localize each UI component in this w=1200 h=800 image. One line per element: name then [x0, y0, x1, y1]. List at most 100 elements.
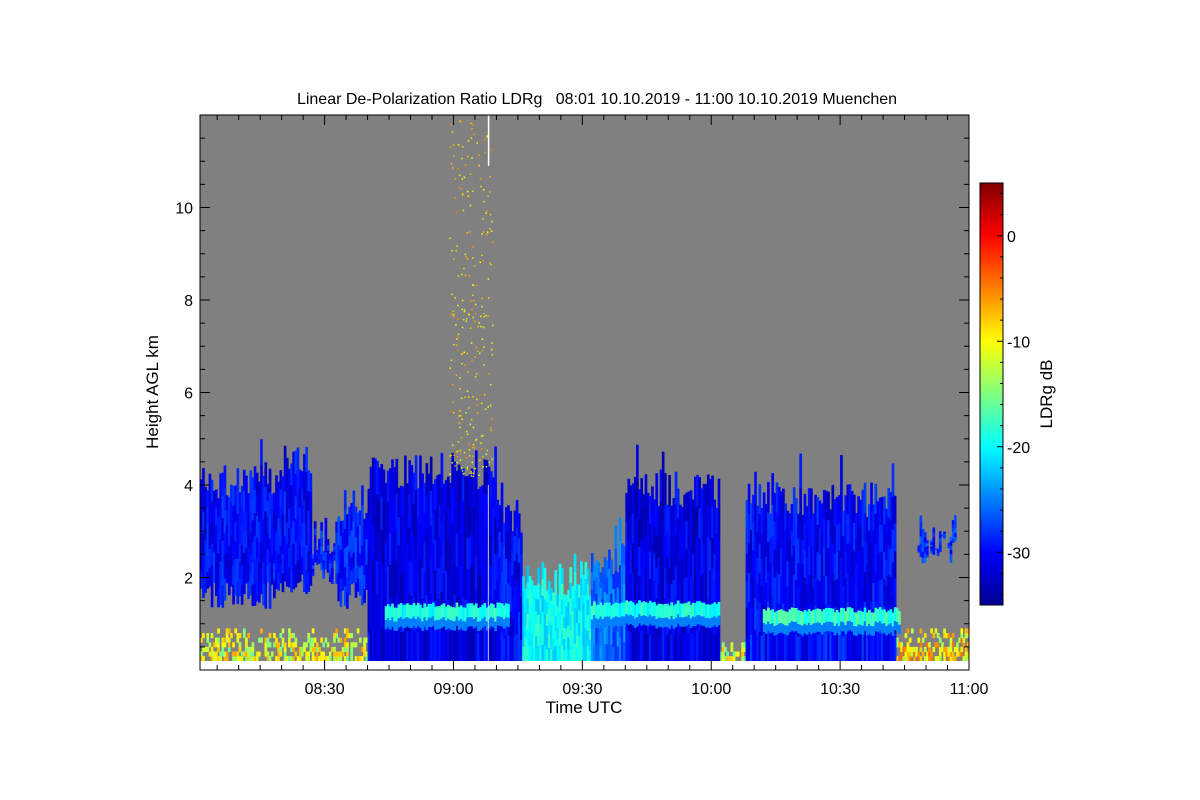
cloud-cell [313, 548, 317, 556]
cloud-cell [618, 540, 622, 566]
cloud-cell [543, 598, 547, 615]
clutter-cell [904, 651, 908, 657]
melting-layer-cell [442, 617, 446, 627]
cloud-cell [850, 547, 854, 577]
cloud-cell [288, 468, 291, 489]
cloud-cell [477, 546, 480, 576]
cloud-cell [837, 522, 841, 551]
cloud-cell [275, 569, 278, 590]
cloud-cell [217, 534, 220, 554]
cloud-cell [212, 551, 216, 568]
melting-layer-cell [505, 617, 508, 627]
melting-layer-cell [810, 625, 813, 635]
cloud-cell [350, 543, 354, 558]
ice-particle [472, 472, 474, 474]
melting-layer-cell [797, 610, 800, 625]
cloud-cell [238, 526, 242, 545]
cloud-cell [558, 644, 562, 662]
cloud-cell [756, 583, 759, 610]
clutter-cell [315, 642, 319, 648]
clutter-cell [238, 656, 242, 662]
cloud-cell [625, 576, 628, 606]
cloud-cell [539, 598, 543, 612]
melting-layer-cell [401, 605, 405, 620]
cloud-cell [756, 505, 759, 533]
cloud-cell [436, 506, 439, 538]
melting-layer-cell [676, 614, 680, 624]
ice-particle [464, 396, 466, 398]
ice-particle [457, 275, 460, 277]
cloud-cell [386, 629, 390, 662]
melting-layer-cell [868, 623, 871, 634]
cloud-cell [932, 545, 936, 551]
clutter-cell [956, 642, 959, 648]
cloud-cell [762, 492, 766, 521]
cloud-cell [227, 578, 231, 596]
cloud-cell [543, 614, 547, 631]
cloud-cell [608, 623, 611, 643]
cloud-cell [837, 577, 841, 607]
cloud-cell [631, 572, 635, 603]
cloud-cell [840, 626, 843, 662]
cloud-cell [537, 645, 540, 662]
cloud-cell [541, 578, 545, 596]
cloud-cell [328, 576, 332, 583]
cloud-cell [494, 625, 497, 662]
cloud-cell [752, 577, 755, 606]
clutter-cell [251, 642, 255, 648]
cloud-cell [672, 579, 676, 607]
cloud-cell [700, 517, 704, 547]
melting-layer-cell [876, 608, 880, 623]
cloud-cell [681, 532, 684, 559]
cloud-cell [485, 460, 489, 495]
melting-layer-cell [685, 616, 689, 626]
clutter-cell [281, 637, 285, 643]
ice-particle [486, 449, 489, 452]
cloud-cell [386, 565, 390, 598]
cloud-cell [640, 538, 643, 570]
clutter-cell [947, 651, 951, 657]
cloud-cell [586, 584, 590, 600]
ice-particle [470, 470, 472, 473]
cloud-cell [298, 525, 302, 545]
cloud-cell [515, 607, 519, 635]
cloud-cell [788, 587, 792, 613]
cloud-cell [814, 494, 817, 523]
cloud-cell [833, 633, 837, 662]
cloud-cell [547, 607, 551, 622]
cloud-cell [810, 632, 813, 662]
cloud-cell [949, 536, 953, 542]
melting-layer-cell [846, 607, 850, 622]
clutter-cell [292, 633, 296, 639]
melting-layer-cell [898, 624, 901, 635]
cloud-cell [943, 536, 946, 539]
melting-layer-cell [419, 604, 422, 619]
clutter-cell [266, 651, 270, 657]
ice-particle [481, 306, 483, 308]
cloud-cell [535, 635, 538, 649]
clutter-cell [215, 656, 218, 662]
cloud-cell [831, 514, 835, 545]
cloud-cell [247, 493, 250, 512]
clutter-cell [315, 656, 319, 662]
clutter-cell [960, 646, 964, 652]
cloud-cell [777, 631, 781, 662]
cloud-cell [416, 517, 420, 547]
ice-particle [471, 284, 474, 286]
cloud-cell [947, 544, 951, 546]
clutter-cell [242, 651, 246, 657]
clutter-cell [318, 656, 321, 662]
ice-particle [462, 318, 465, 321]
cloud-cell [339, 549, 343, 565]
melting-layer-cell [459, 605, 463, 620]
clutter-cell [962, 637, 966, 643]
ice-particle [471, 128, 473, 130]
clutter-cell [251, 651, 255, 657]
x-tick-label: 10:00 [691, 681, 731, 698]
cloud-cell [371, 525, 375, 560]
melting-layer-cell [848, 607, 852, 622]
melting-layer-cell [412, 616, 416, 627]
ice-particle [451, 462, 454, 464]
cloud-cell [805, 506, 809, 533]
cloud-cell [459, 469, 463, 503]
